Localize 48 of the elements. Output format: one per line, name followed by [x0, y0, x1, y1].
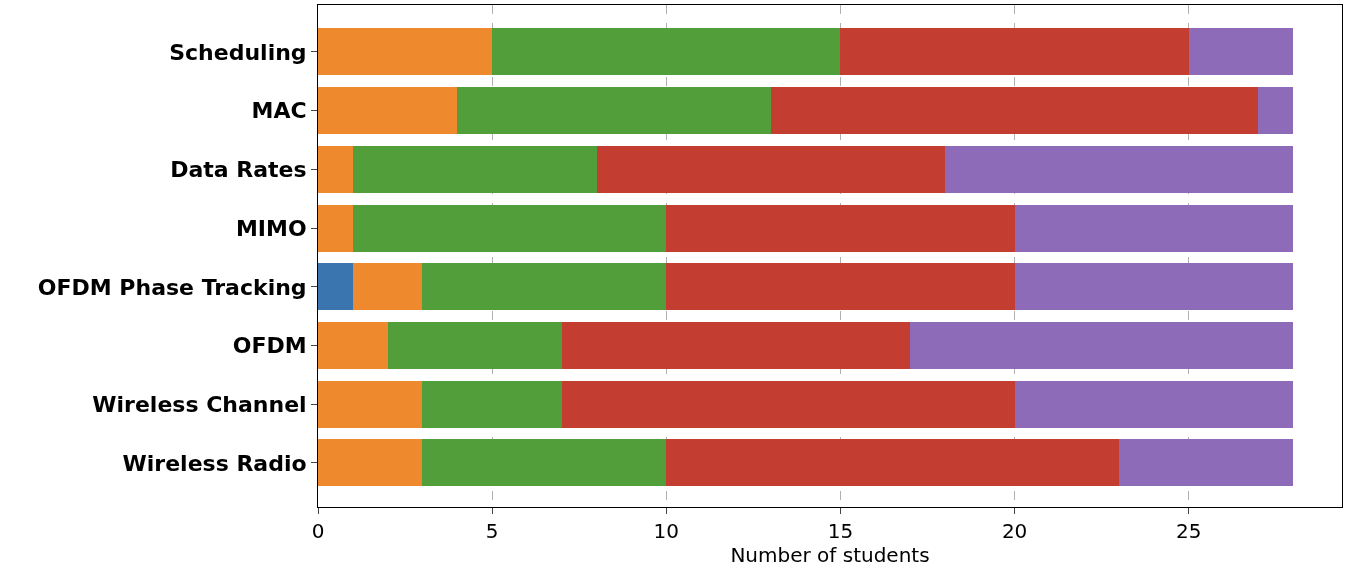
bar	[352, 145, 597, 193]
bar	[422, 439, 667, 487]
bar	[1014, 263, 1294, 311]
x-axis-title: Number of students	[730, 543, 930, 567]
y-tick-label: MIMO	[235, 215, 307, 241]
bar	[318, 145, 353, 193]
bar	[1119, 439, 1294, 487]
bar	[561, 322, 911, 370]
bar	[1014, 380, 1294, 428]
y-tick-label: Wireless Radio	[122, 450, 307, 476]
bar	[1014, 204, 1294, 252]
x-tick-label: 20	[1001, 519, 1028, 543]
bar	[318, 204, 353, 252]
bar	[318, 439, 423, 487]
bar	[492, 28, 841, 76]
bar	[318, 322, 388, 370]
bar	[666, 439, 1120, 487]
bar	[422, 263, 667, 311]
bar	[596, 145, 945, 193]
x-tick-label: 0	[311, 519, 325, 543]
x-tick-label: 10	[653, 519, 680, 543]
y-tick-label: Data Rates	[170, 157, 307, 183]
bar	[561, 380, 1015, 428]
y-tick-label: OFDM	[232, 333, 307, 359]
bar	[318, 263, 353, 311]
x-tick-label: 15	[827, 519, 854, 543]
bar	[352, 204, 667, 252]
y-tick-label: Scheduling	[169, 39, 307, 65]
bar	[840, 28, 1189, 76]
bar	[352, 263, 423, 311]
bar	[387, 322, 562, 370]
bar	[1188, 28, 1294, 76]
bar	[457, 87, 771, 135]
bar	[770, 87, 1259, 135]
y-tick-label: OFDM Phase Tracking	[37, 274, 307, 300]
bar	[422, 380, 562, 428]
bar	[910, 322, 1294, 370]
bar	[666, 204, 1015, 252]
bar	[318, 28, 493, 76]
bar	[944, 145, 1294, 193]
x-tick-label: 5	[485, 519, 499, 543]
bar	[666, 263, 1015, 311]
bar	[1258, 87, 1294, 135]
x-tick-label: 25	[1176, 519, 1202, 543]
y-tick-label: Wireless Channel	[92, 391, 307, 417]
bar	[318, 380, 423, 428]
y-tick-label: MAC	[251, 98, 307, 124]
bar	[318, 87, 458, 135]
